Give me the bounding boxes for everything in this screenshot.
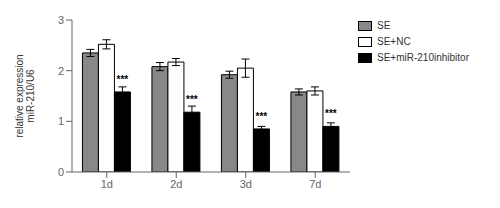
svg-text:***: *** — [117, 74, 129, 85]
svg-text:1d: 1d — [101, 178, 113, 190]
html-text:SE+miR-210inhibitor: SE+miR-210inhibitor — [377, 52, 469, 63]
svg-text:0: 0 — [58, 166, 64, 178]
svg-text:7d: 7d — [309, 178, 321, 190]
html-text:SE+NC: SE+NC — [377, 36, 411, 47]
svg-text:***: *** — [186, 94, 198, 105]
svg-text:relative expressionmiR-210/U6: relative expressionmiR-210/U6 — [14, 54, 36, 137]
svg-text:***: *** — [256, 111, 268, 122]
svg-text:2: 2 — [58, 65, 64, 77]
svg-text:3: 3 — [58, 14, 64, 26]
svg-text:3d: 3d — [240, 178, 252, 190]
svg-text:1: 1 — [58, 115, 64, 127]
svg-text:***: *** — [325, 108, 337, 119]
svg-text:2d: 2d — [170, 178, 182, 190]
html-text:SE: SE — [377, 20, 391, 31]
